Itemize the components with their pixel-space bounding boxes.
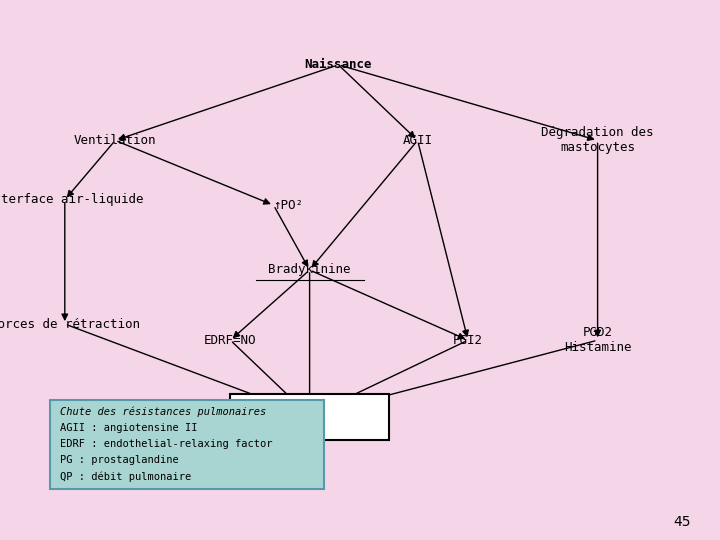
Text: QP : débit pulmonaire: QP : débit pulmonaire [60,471,191,482]
Text: ↗QP: ↗QP [297,410,322,424]
Text: ↑PO²: ↑PO² [274,199,304,212]
Text: PGD2
Histamine: PGD2 Histamine [564,326,631,354]
Text: Bradykinine: Bradykinine [269,264,351,276]
Text: EDRF : endothelial-relaxing factor: EDRF : endothelial-relaxing factor [60,439,272,449]
Text: EDRF=NO: EDRF=NO [204,334,256,347]
Text: Dégradation des
mastocytes: Dégradation des mastocytes [541,126,654,154]
Text: PG : prostaglandine: PG : prostaglandine [60,455,179,465]
Text: PGI2: PGI2 [453,334,483,347]
Bar [50,400,324,489]
Text: Naissance: Naissance [305,58,372,71]
Text: 45: 45 [674,515,691,529]
Text: AGII: AGII [402,134,433,147]
Text: Interface air-liquide: Interface air-liquide [0,193,143,206]
Text: Ventilation: Ventilation [74,134,156,147]
Text: Chute des résistances pulmonaires: Chute des résistances pulmonaires [60,406,266,417]
Text: Forces de rétraction: Forces de rétraction [0,318,140,330]
Text: AGII : angiotensine II: AGII : angiotensine II [60,423,197,433]
Bar [230,394,389,440]
